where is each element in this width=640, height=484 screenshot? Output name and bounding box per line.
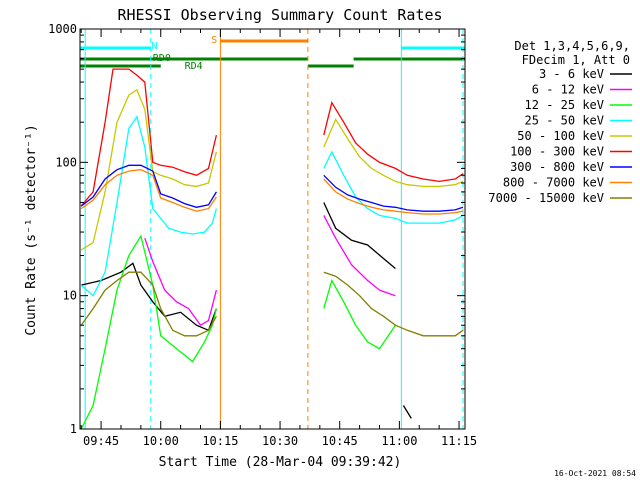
flag-bars: N S RD0 RD4 <box>80 35 465 72</box>
legend-header: Det 1,3,4,5,6,9, <box>514 39 630 53</box>
legend: Det 1,3,4,5,6,9,FDecim 1, Att 03 - 6 keV… <box>488 39 632 205</box>
series-line-50-100-kev <box>323 117 464 188</box>
plot-frame <box>79 28 466 430</box>
legend-label-25-50-kev: 25 - 50 keV <box>525 114 604 128</box>
legend-label-6-12-kev: 6 - 12 keV <box>532 83 604 97</box>
x-tick-label: 10:00 <box>143 434 179 448</box>
series-line-3-6-kev <box>81 262 218 332</box>
footer-timestamp: 16-Oct-2021 08:54 <box>554 469 636 478</box>
legend-label-12-25-kev: 12 - 25 keV <box>525 98 604 112</box>
series-line-100-300-kev <box>80 68 218 207</box>
series-line-300-800-kev <box>80 164 217 208</box>
legend-label-800-7000-kev: 800 - 7000 keV <box>503 176 604 190</box>
y-tick-label: 1 <box>70 422 77 436</box>
x-tick-label: 11:00 <box>381 434 417 448</box>
x-tick-label: 11:15 <box>441 434 477 448</box>
series-line-7000-15000-kev <box>323 271 464 337</box>
flag-label-rd0: RD0 <box>153 53 171 64</box>
vertical-markers <box>84 29 464 429</box>
series-line-25-50-kev <box>323 150 464 224</box>
flag-label-n: N <box>151 41 157 52</box>
legend-label-3-6-kev: 3 - 6 keV <box>539 67 604 81</box>
series-line-800-7000-kev <box>80 169 217 212</box>
x-tick-label: 10:15 <box>202 434 238 448</box>
series-line-3-6-kev <box>402 405 412 419</box>
series-line-6-12-kev <box>144 237 218 327</box>
y-tick-label: 1000 <box>48 22 77 36</box>
series-line-3-6-kev <box>323 202 396 269</box>
x-tick-label: 09:45 <box>83 434 119 448</box>
series-line-25-50-kev <box>80 115 218 297</box>
y-tick-label: 100 <box>55 155 77 169</box>
legend-label-7000-15000-kev: 7000 - 15000 keV <box>488 191 604 205</box>
series-lines <box>80 68 464 430</box>
flag-label-s: S <box>211 35 217 46</box>
series-line-50-100-kev <box>80 88 218 251</box>
x-tick-label: 10:45 <box>322 434 358 448</box>
chart-title: RHESSI Observing Summary Count Rates <box>117 6 442 24</box>
series-line-6-12-kev <box>323 215 396 297</box>
series-line-800-7000-kev <box>323 178 464 215</box>
series-line-7000-15000-kev <box>80 271 217 337</box>
axes: 1 10 100 1000 09:45 10:00 10:15 10:30 10:45 11:00… <box>48 22 477 448</box>
flag-label-rd4: RD4 <box>185 61 203 72</box>
y-axis-label: Count Rate (s⁻¹ detector⁻¹) <box>24 124 39 335</box>
x-tick-label: 10:30 <box>262 434 298 448</box>
legend-label-50-100-kev: 50 - 100 keV <box>517 129 604 143</box>
series-line-100-300-kev <box>323 101 464 183</box>
legend-label-300-800-kev: 300 - 800 keV <box>510 160 604 174</box>
legend-label-100-300-kev: 100 - 300 keV <box>510 145 604 159</box>
y-tick-label: 10 <box>63 289 77 303</box>
series-line-300-800-kev <box>323 174 464 212</box>
x-axis-label: Start Time (28-Mar-04 09:39:42) <box>159 455 402 470</box>
legend-header: FDecim 1, Att 0 <box>522 53 630 67</box>
series-line-12-25-kev <box>323 278 396 350</box>
